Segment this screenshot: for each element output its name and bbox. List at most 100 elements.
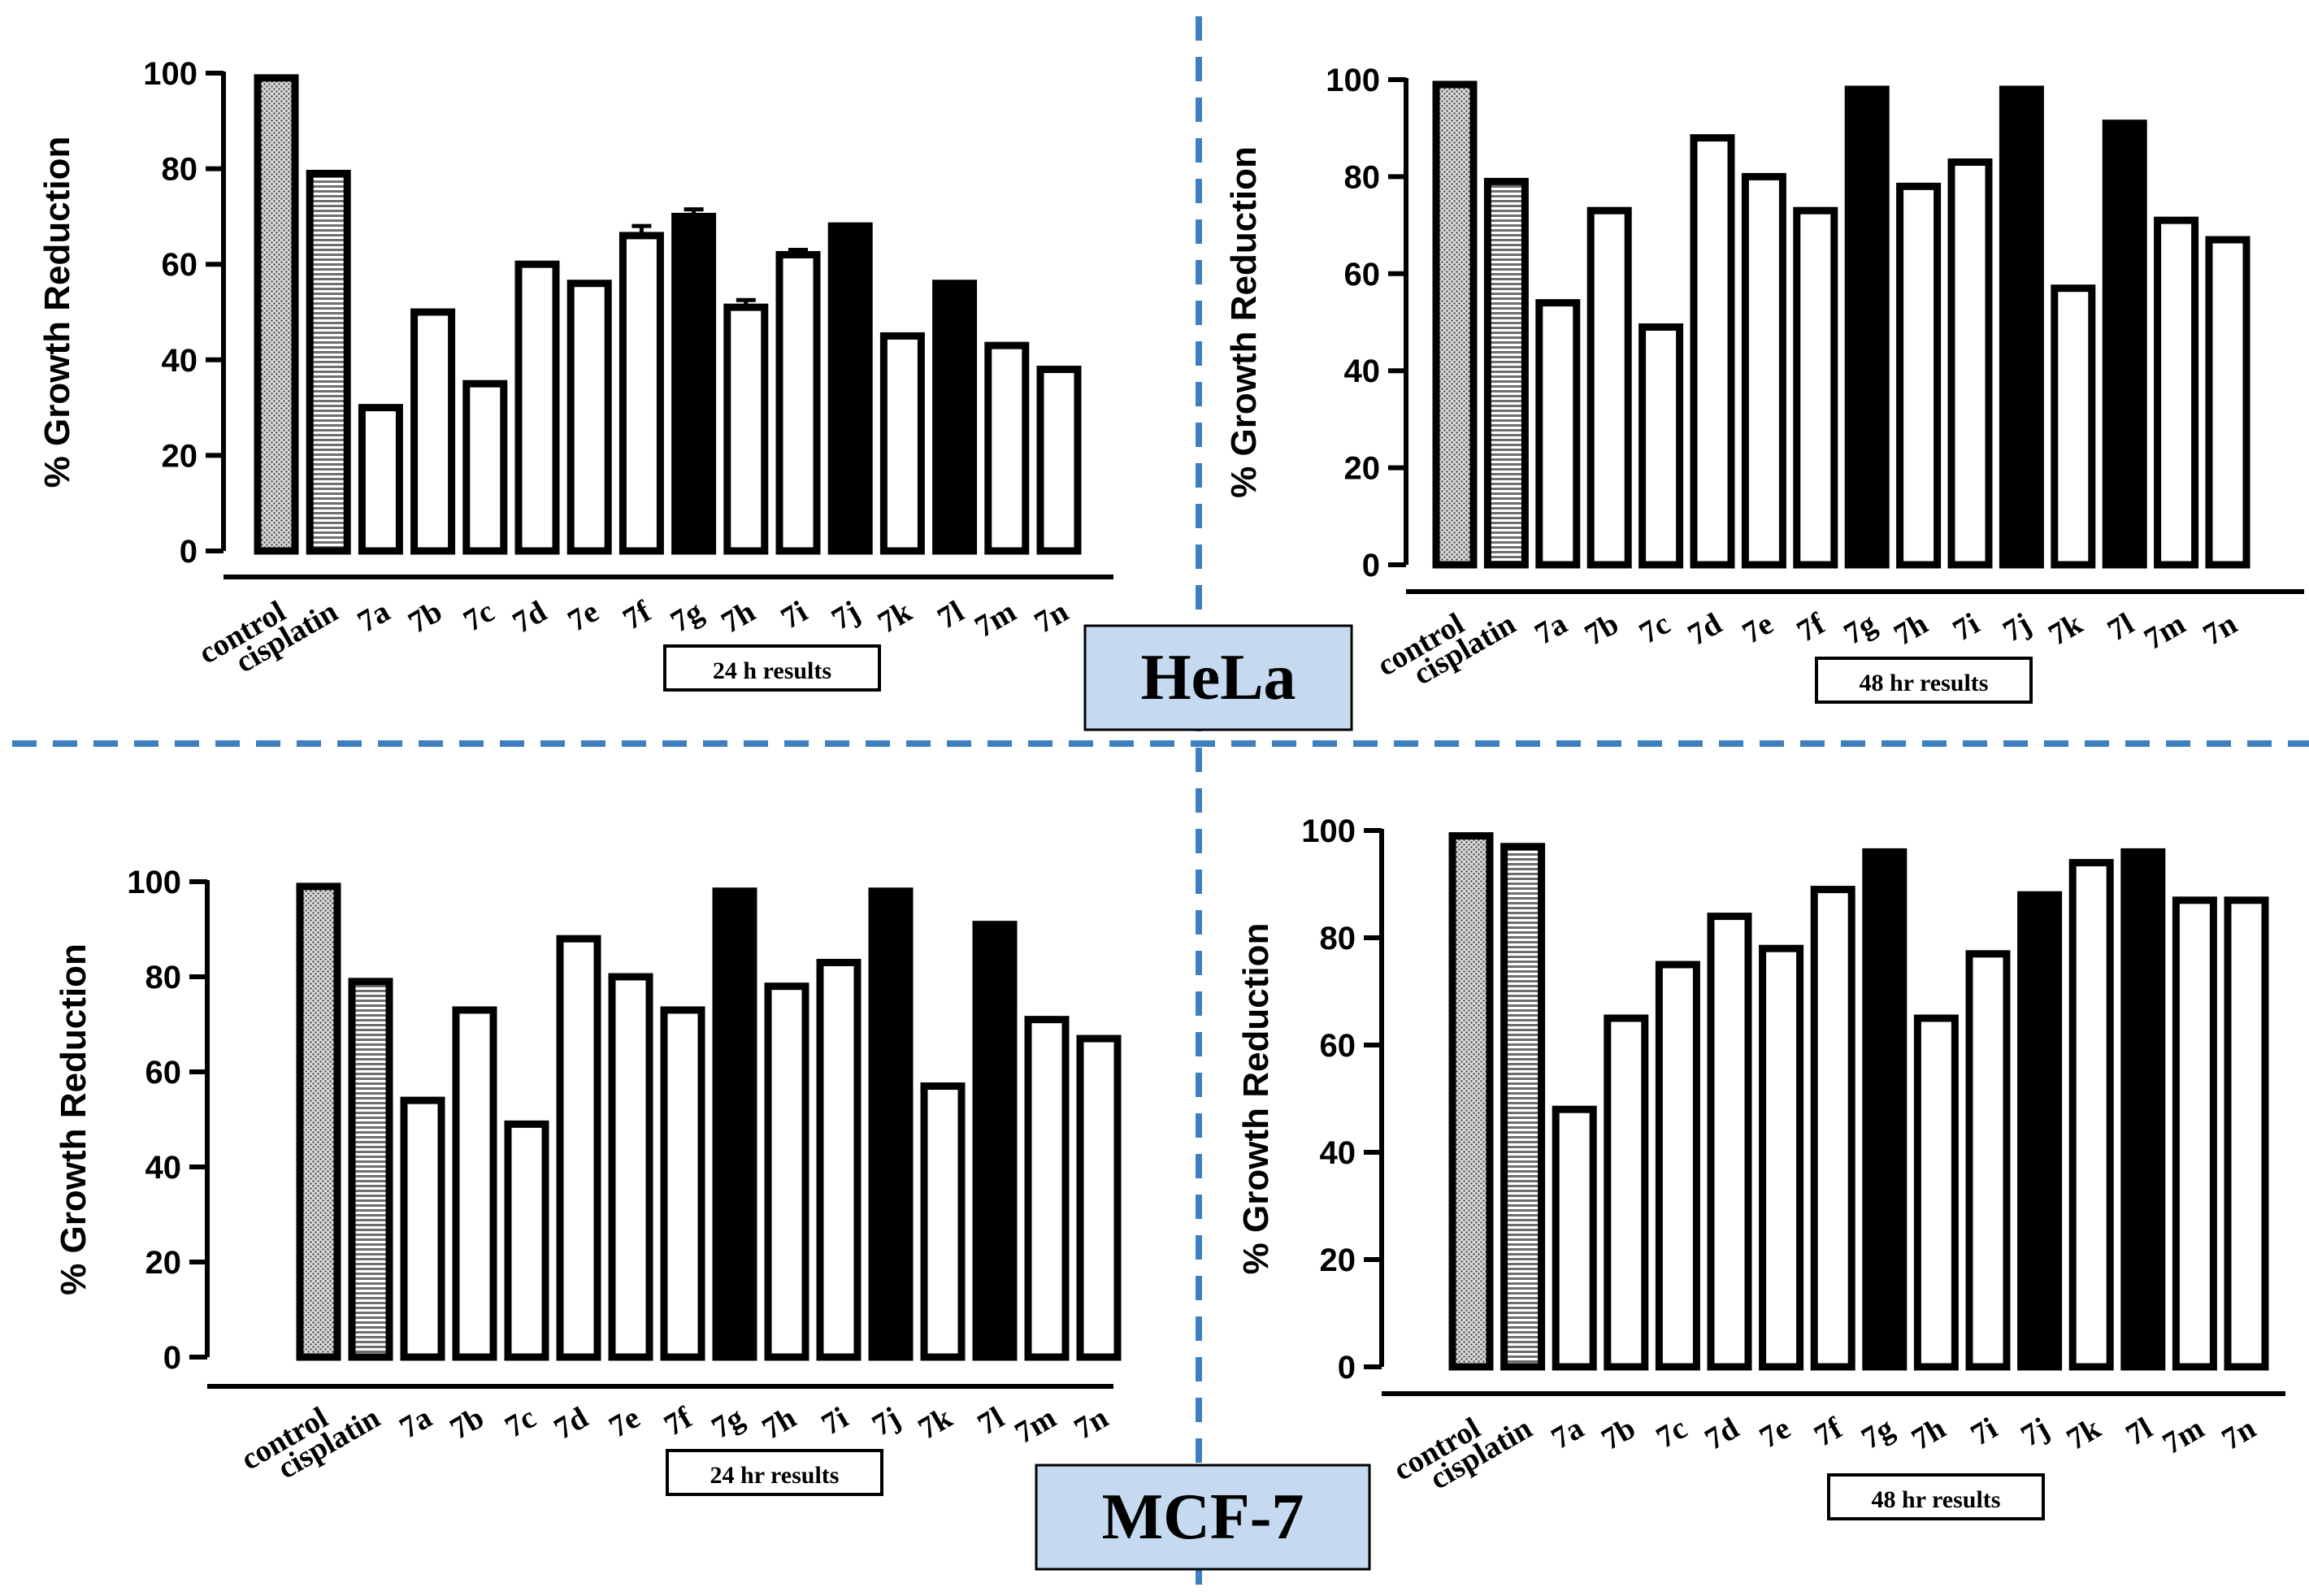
category-label: 7m — [969, 594, 1022, 644]
y-axis-label: % Growth Reduction — [1224, 146, 1264, 498]
y-tick-label: 80 — [162, 152, 198, 188]
category-label: 7k — [872, 594, 918, 640]
category-label: 7b — [445, 1400, 490, 1446]
category-label: 7d — [1682, 606, 1728, 652]
category-label: 7j — [1997, 606, 2036, 648]
bar — [618, 232, 664, 555]
category-label: 7a — [1529, 606, 1573, 651]
bar — [764, 982, 809, 1361]
bar — [723, 303, 769, 555]
bar — [2068, 859, 2114, 1371]
category-label: 7n — [2216, 1411, 2262, 1456]
hela-label-text: HeLa — [1140, 642, 1296, 713]
y-tick-label: 100 — [127, 865, 181, 900]
y-tick-label: 80 — [1320, 921, 1356, 956]
category-label: 7f — [1791, 606, 1832, 649]
category-label: 7e — [562, 594, 605, 638]
results-box — [1827, 1473, 2045, 1520]
bar — [1793, 206, 1838, 569]
category-label: 7b — [402, 594, 448, 640]
bar — [556, 935, 601, 1361]
category-label: 7i — [1947, 606, 1986, 648]
category-label: 7i — [1965, 1411, 2003, 1452]
y-tick-label: 60 — [162, 247, 198, 283]
bar — [920, 1082, 966, 1361]
bar — [712, 887, 757, 1361]
results-label: 48 hr results — [1860, 670, 1989, 696]
category-label: 7n — [1029, 594, 1074, 640]
bar — [514, 260, 560, 555]
category-label: 7k — [2043, 606, 2090, 653]
category-label: 7f — [1808, 1411, 1849, 1454]
category-label: 7j — [866, 1400, 905, 1442]
category-label: 7h — [716, 594, 762, 640]
results-label: 24 hr results — [710, 1462, 840, 1489]
bar — [1552, 1105, 1597, 1371]
bar — [358, 404, 403, 555]
bar — [1483, 177, 1529, 569]
bar — [1810, 886, 1855, 1371]
y-tick-label: 0 — [1362, 548, 1380, 583]
bar — [1965, 950, 2011, 1371]
bar — [775, 250, 821, 555]
bar — [2120, 848, 2166, 1371]
category-label: 7h — [1906, 1411, 1951, 1456]
y-tick-label: 40 — [162, 343, 198, 379]
category-label: 7k — [913, 1400, 959, 1446]
hela-label: HeLa — [1083, 624, 1353, 731]
bar — [1036, 366, 1082, 555]
bar — [2051, 284, 2096, 569]
bar — [1844, 85, 1890, 569]
bar — [1024, 1016, 1070, 1361]
bar — [1947, 158, 1993, 569]
y-tick-label: 20 — [162, 438, 198, 474]
category-label: 7g — [1838, 606, 1882, 651]
mcf7-label: MCF-7 — [1035, 1464, 1371, 1571]
category-label: 7m — [2157, 1411, 2210, 1461]
y-axis-label: % Growth Reduction — [37, 137, 77, 488]
bar — [566, 280, 612, 555]
bar — [868, 887, 914, 1361]
bar — [254, 74, 299, 555]
bar — [827, 222, 873, 555]
bar — [1500, 843, 1546, 1371]
y-tick-label: 60 — [1320, 1028, 1356, 1064]
category-label: 7c — [458, 594, 500, 638]
y-tick-label: 80 — [1344, 159, 1381, 195]
y-tick-label: 20 — [1320, 1243, 1356, 1278]
category-label: 7e — [1737, 606, 1779, 650]
category-label: 7n — [2198, 606, 2243, 652]
bar — [1448, 832, 1494, 1371]
bar — [660, 1006, 705, 1361]
mcf7-label-text: MCF-7 — [1102, 1481, 1304, 1553]
bar — [1432, 80, 1478, 569]
bar — [608, 973, 653, 1361]
category-label: 7e — [603, 1400, 645, 1444]
category-label: 7i — [775, 594, 814, 635]
y-tick-label: 100 — [143, 56, 197, 92]
bar — [504, 1120, 549, 1361]
y-tick-label: 100 — [1326, 63, 1380, 98]
y-tick-label: 0 — [163, 1340, 181, 1376]
y-axis-label: % Growth Reduction — [54, 943, 93, 1295]
category-label: 7h — [757, 1400, 802, 1446]
category-label: 7c — [1651, 1411, 1693, 1455]
category-label: 7a — [1546, 1411, 1590, 1455]
results-box — [666, 1449, 883, 1496]
y-tick-label: 100 — [1301, 813, 1356, 849]
bar — [410, 308, 456, 555]
category-label: 7d — [1699, 1411, 1745, 1456]
y-tick-label: 0 — [1338, 1350, 1356, 1386]
category-label: 7m — [1009, 1400, 1062, 1451]
bar — [816, 958, 862, 1361]
category-label: 7c — [1634, 606, 1676, 650]
bar — [1999, 85, 2044, 569]
bar — [1535, 299, 1581, 569]
category-label: 7l — [972, 1400, 1010, 1442]
category-label: 7a — [352, 594, 396, 639]
bar — [2017, 891, 2063, 1371]
category-label: 7n — [1069, 1400, 1114, 1446]
